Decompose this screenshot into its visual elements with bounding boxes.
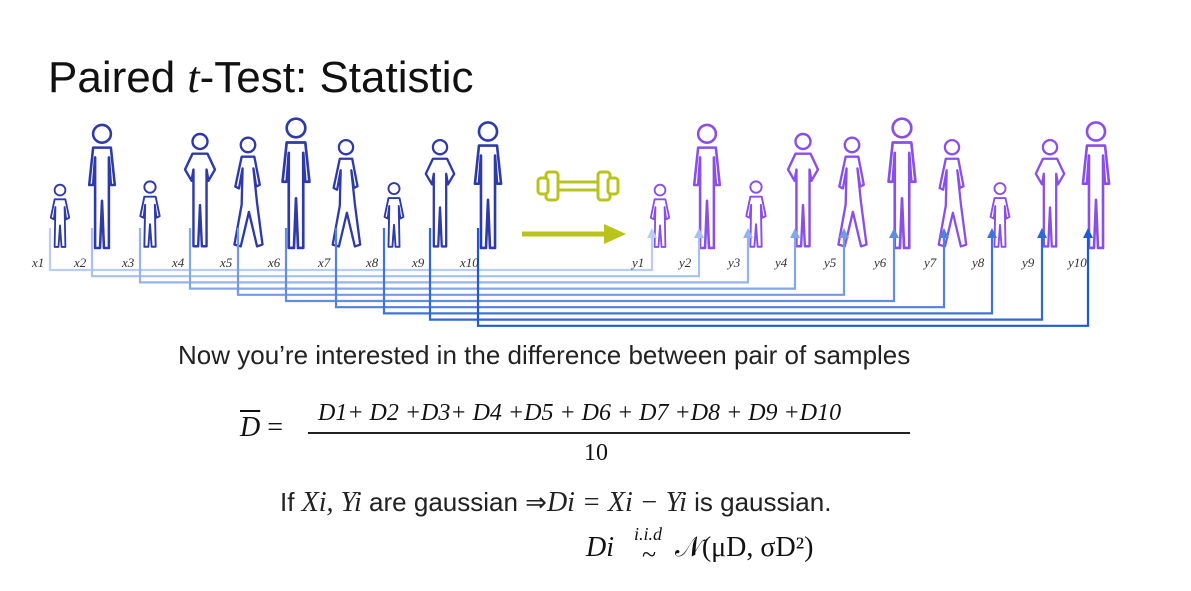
x-person-8	[383, 181, 405, 249]
x-person-3	[138, 180, 162, 249]
pair-link-7	[334, 228, 946, 309]
pair-link-8	[382, 228, 994, 315]
pair-arrowhead-3	[743, 228, 753, 238]
y-label-5: y5	[822, 255, 837, 270]
x-label-9: x9	[411, 255, 425, 270]
pair-link-4	[188, 228, 797, 290]
x-label-8: x8	[365, 255, 379, 270]
formula-numerator: D1+ D2 +D3+ D4 +D5 + D6 + D7 +D8 + D9 +D…	[318, 400, 842, 426]
y-labels: y1 y2 y3 y4 y5 y6 y7 y8 y9 y10	[630, 255, 1087, 270]
pair-arrowhead-7	[939, 228, 949, 238]
pairing-diagram: x1 x2 x3 x4 x5 x6 x7 x8 x9 x10 y1 y2 y3 y4 y5 y6 y7 y8 y9…	[31, 117, 1111, 327]
pair-arrowhead-8	[987, 228, 997, 238]
y-person-9	[1034, 138, 1066, 248]
x-label-10: x10	[459, 255, 479, 270]
gaussian-statement: If Xi, Yi are gaussian ⇒Di = Xi − Yi is …	[280, 487, 832, 518]
y-label-8: y8	[970, 255, 985, 270]
y-person-2	[692, 123, 722, 250]
sample-group-x	[49, 117, 503, 250]
pair-arrowhead-2	[694, 228, 704, 238]
pair-arrowhead-9	[1037, 228, 1047, 238]
pair-arrowhead-4	[790, 228, 800, 238]
pair-arrowhead-10	[1083, 228, 1093, 238]
pair-link-1	[48, 228, 654, 272]
right-arrow-icon	[522, 224, 626, 244]
x-label-1: x1	[31, 255, 44, 270]
y-label-9: y9	[1020, 255, 1035, 270]
y-person-5	[836, 136, 868, 248]
y-label-7: y7	[922, 255, 937, 270]
dumbbell-icon	[536, 170, 620, 202]
y-label-6: y6	[872, 255, 887, 270]
pair-arrowhead-6	[889, 228, 899, 238]
pair-link-9	[428, 228, 1044, 321]
pair-link-5	[236, 228, 846, 296]
x-label-4: x4	[171, 255, 185, 270]
pair-link-10	[476, 228, 1090, 327]
y-label-4: y4	[773, 255, 788, 270]
y-person-10	[1081, 121, 1111, 250]
caption-text: Now you’re interested in the difference …	[178, 340, 911, 370]
x-person-1	[49, 183, 71, 249]
pair-arrowhead-1	[647, 228, 657, 238]
x-label-6: x6	[267, 255, 281, 270]
pair-arrowhead-5	[839, 228, 849, 238]
y-label-1: y1	[630, 255, 644, 270]
page-title: Paired t-Test: Statistic	[48, 53, 474, 102]
y-label-2: y2	[677, 255, 692, 270]
x-label-2: x2	[73, 255, 87, 270]
pair-link-6	[284, 228, 896, 303]
treatment-transform	[522, 170, 626, 244]
x-label-7: x7	[317, 255, 331, 270]
y-label-3: y3	[726, 255, 741, 270]
x-labels: x1 x2 x3 x4 x5 x6 x7 x8 x9 x10	[31, 255, 479, 270]
x-label-3: x3	[121, 255, 135, 270]
distribution-statement: Di i.i.d ~ 𝒩(μD, σD²)	[586, 524, 814, 569]
fraction-bar	[308, 432, 910, 434]
x-label-5: x5	[219, 255, 233, 270]
sample-group-y	[649, 117, 1111, 250]
y-label-10: y10	[1066, 255, 1087, 270]
pair-link-3	[138, 228, 750, 284]
formula-denominator: 10	[584, 440, 608, 466]
y-person-4	[786, 132, 820, 248]
mean-difference-symbol: D =	[240, 412, 284, 443]
y-person-6	[887, 117, 917, 250]
pair-links	[48, 228, 1093, 327]
pair-link-2	[90, 228, 701, 278]
